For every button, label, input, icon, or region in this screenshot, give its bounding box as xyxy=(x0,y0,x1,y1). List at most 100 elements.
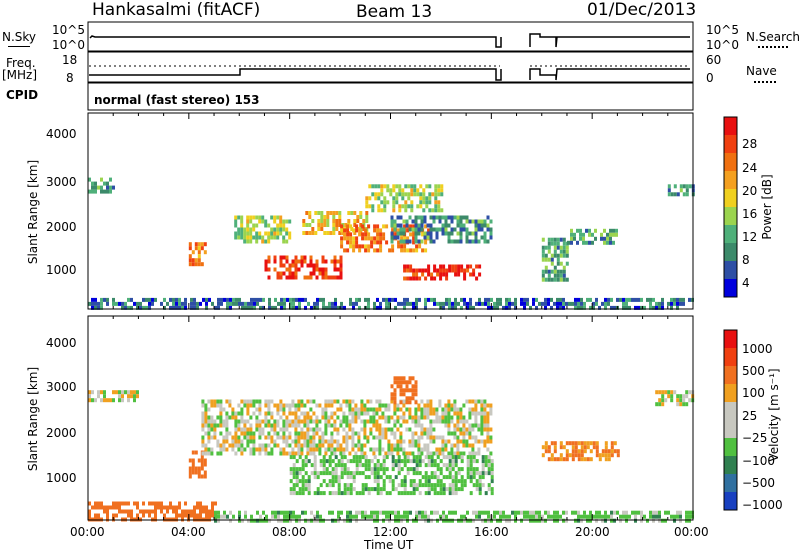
heatmap-cell xyxy=(667,188,671,193)
heatmap-cell xyxy=(378,451,382,456)
heatmap-cell xyxy=(418,491,422,496)
heatmap-cell xyxy=(427,491,431,496)
heatmap-cell xyxy=(349,224,353,229)
heatmap-cell xyxy=(463,518,466,523)
heatmap-cell xyxy=(583,301,586,306)
heatmap-cell xyxy=(390,223,394,228)
heatmap-cell xyxy=(276,407,280,412)
heatmap-cell xyxy=(342,439,346,444)
heatmap-cell xyxy=(346,510,349,515)
heatmap-cell xyxy=(312,271,316,276)
heatmap-cell xyxy=(234,231,238,236)
colorbar-swatch xyxy=(724,261,737,280)
heatmap-cell xyxy=(246,219,250,224)
heatmap-cell xyxy=(133,394,136,399)
heatmap-cell xyxy=(361,455,365,460)
heatmap-cell xyxy=(486,419,490,424)
heatmap-cell xyxy=(385,475,389,480)
heatmap-cell xyxy=(246,223,250,228)
heatmap-cell xyxy=(453,399,457,404)
heatmap-cell xyxy=(285,415,289,420)
heatmap-cell xyxy=(204,403,208,408)
heatmap-cell xyxy=(199,301,202,306)
heatmap-cell xyxy=(486,423,490,428)
heatmap-cell xyxy=(258,423,262,428)
heatmap-cell xyxy=(367,224,371,229)
heatmap-cell xyxy=(463,272,467,277)
heatmap-cell xyxy=(139,305,142,310)
heatmap-cell xyxy=(399,223,403,228)
heatmap-cell xyxy=(457,264,461,269)
heatmap-cell xyxy=(407,184,411,189)
heatmap-cell xyxy=(615,232,618,237)
heatmap-cell xyxy=(478,487,482,492)
heatmap-cell xyxy=(306,443,310,448)
heatmap-cell xyxy=(276,275,280,280)
heatmap-cell xyxy=(658,510,661,515)
heatmap-cell xyxy=(429,231,433,236)
heatmap-cell xyxy=(364,244,368,249)
heatmap-cell xyxy=(249,415,253,420)
heatmap-cell xyxy=(358,510,361,515)
heatmap-cell xyxy=(412,455,416,460)
heatmap-cell xyxy=(376,491,380,496)
heatmap-cell xyxy=(361,224,365,229)
heatmap-cell xyxy=(445,455,449,460)
heatmap-cell xyxy=(292,487,296,492)
heatmap-cell xyxy=(451,467,455,472)
heatmap-cell xyxy=(371,204,375,209)
heatmap-cell xyxy=(456,423,460,428)
heatmap-cell xyxy=(559,245,563,250)
heatmap-cell xyxy=(580,453,584,458)
heatmap-cell xyxy=(393,407,397,412)
heatmap-cell xyxy=(445,475,449,480)
heatmap-cell xyxy=(475,471,479,476)
heatmap-cell xyxy=(616,510,619,515)
heatmap-cell xyxy=(178,505,181,510)
heatmap-cell xyxy=(405,427,409,432)
heatmap-cell xyxy=(465,239,469,244)
heatmap-cell xyxy=(264,451,268,456)
heatmap-cell xyxy=(396,415,400,420)
heatmap-cell xyxy=(565,449,569,454)
heatmap-cell xyxy=(301,483,305,488)
heatmap-cell xyxy=(166,509,169,514)
heatmap-cell xyxy=(88,189,91,194)
heatmap-cell xyxy=(423,443,427,448)
heatmap-cell xyxy=(434,188,438,193)
heatmap-cell xyxy=(460,475,464,480)
heatmap-cell xyxy=(417,223,421,228)
heatmap-cell xyxy=(324,427,328,432)
heatmap-cell xyxy=(598,514,601,519)
heatmap-cell xyxy=(468,435,472,440)
heatmap-cell xyxy=(194,242,198,247)
heatmap-cell xyxy=(415,467,419,472)
heatmap-cell xyxy=(309,435,313,440)
heatmap-cell xyxy=(610,453,614,458)
heatmap-cell xyxy=(514,305,517,310)
heatmap-cell xyxy=(505,518,508,523)
heatmap-cell xyxy=(679,184,683,189)
heatmap-cell xyxy=(424,305,427,310)
heatmap-cell xyxy=(91,181,94,186)
heatmap-cell xyxy=(393,403,397,408)
heatmap-cell xyxy=(380,192,384,197)
heatmap-cell xyxy=(279,259,283,264)
heatmap-cell xyxy=(442,514,445,519)
heatmap-cell xyxy=(340,224,344,229)
heatmap-cell xyxy=(442,264,446,269)
heatmap-cell xyxy=(553,265,557,270)
heatmap-cell xyxy=(591,232,594,237)
heatmap-cell xyxy=(337,459,341,464)
heatmap-cell xyxy=(379,228,383,233)
heatmap-cell xyxy=(333,451,337,456)
heatmap-cell xyxy=(339,255,343,260)
heatmap-cell xyxy=(291,399,295,404)
heatmap-cell xyxy=(379,248,383,253)
heatmap-cell xyxy=(197,466,201,471)
heatmap-cell xyxy=(288,219,292,224)
heatmap-cell xyxy=(368,204,372,209)
heatmap-cell xyxy=(205,301,208,306)
heatmap-cell xyxy=(306,411,310,416)
heatmap-cell xyxy=(541,249,545,254)
